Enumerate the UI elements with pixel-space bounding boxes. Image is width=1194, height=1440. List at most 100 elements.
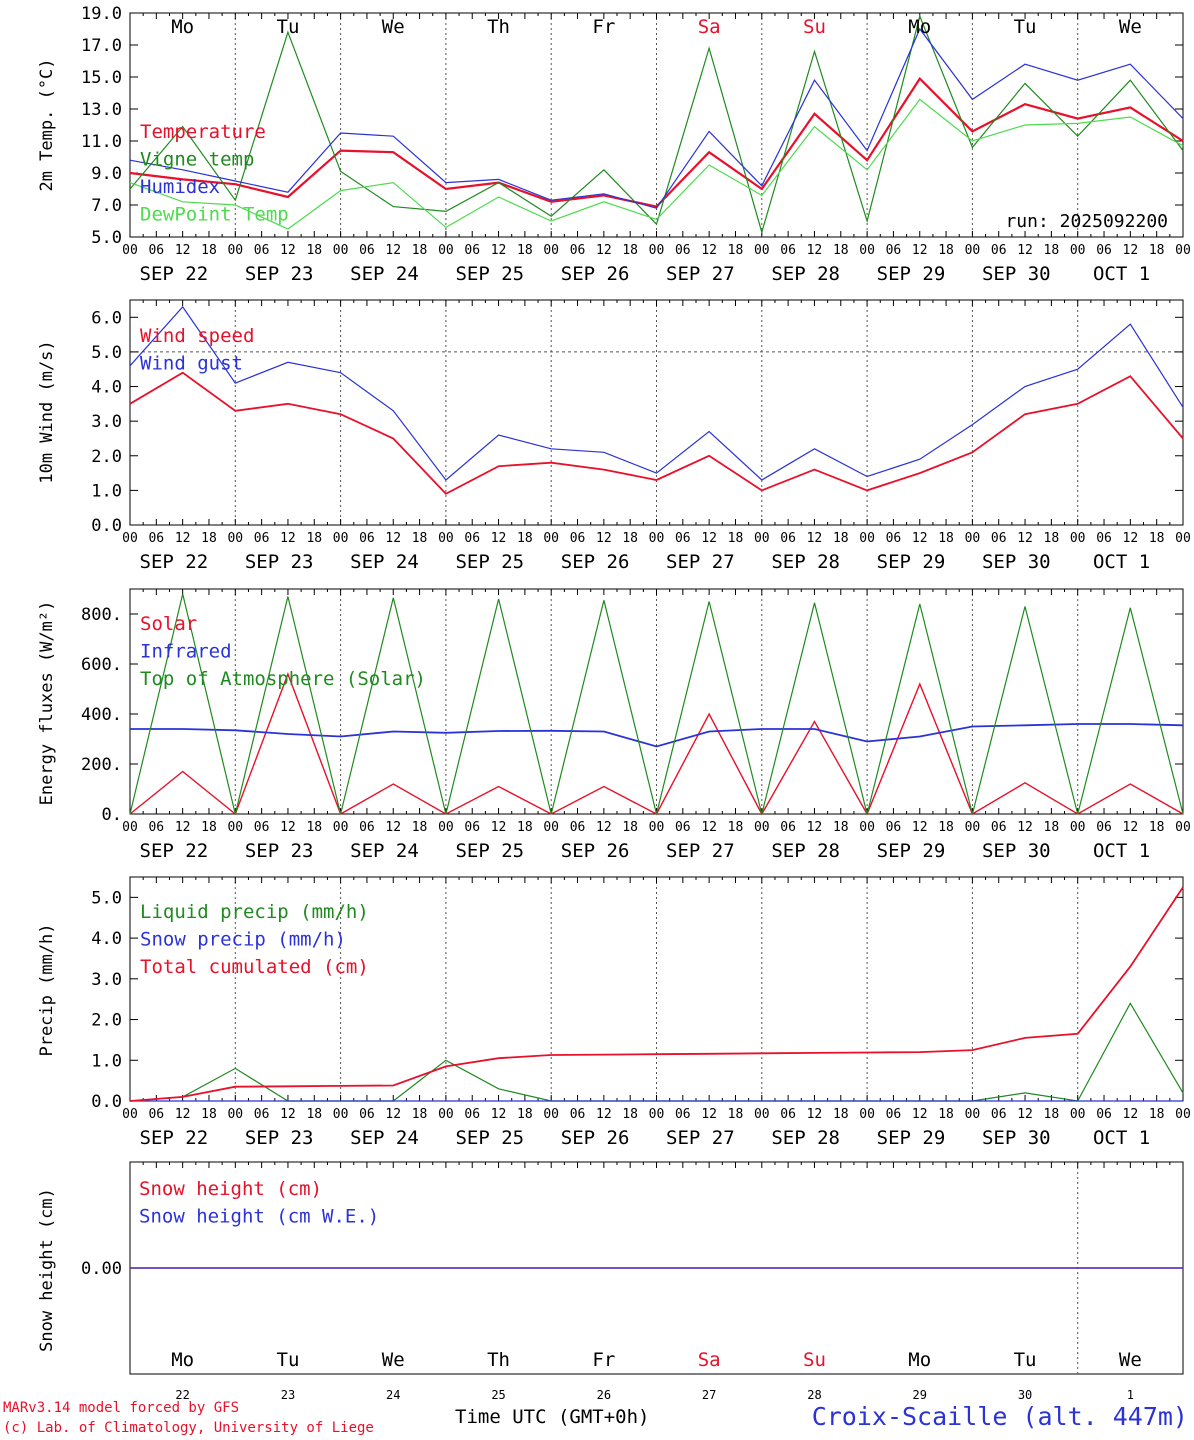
x-hour-label: 06 — [359, 1107, 375, 1122]
series-line-humidex — [129, 27, 1184, 209]
x-hour-label: 06 — [780, 243, 796, 258]
x-hour-label: 12 — [596, 531, 612, 546]
x-hour-label: 12 — [912, 531, 928, 546]
x-hour-label: 00 — [438, 531, 454, 546]
x-date-label: OCT 1 — [1093, 840, 1150, 862]
x-hour-label: 06 — [254, 820, 270, 835]
x-hour-label: 00 — [122, 531, 138, 546]
y-tick-label: 4.0 — [91, 929, 122, 949]
x-hour-label: 18 — [728, 820, 744, 835]
day-number-label: 28 — [807, 1388, 821, 1402]
x-hour-label: 00 — [438, 820, 454, 835]
legend-entry: Infrared — [140, 641, 232, 663]
legend-entry: Liquid precip (mm/h) — [140, 901, 369, 923]
x-hour-label: 12 — [807, 243, 823, 258]
y-tick-label: 2.0 — [91, 447, 122, 467]
day-number-label: 1 — [1127, 1388, 1134, 1402]
x-hour-label: 06 — [1096, 243, 1112, 258]
x-hour-label: 18 — [938, 1107, 954, 1122]
x-date-label: SEP 27 — [666, 551, 735, 573]
x-hour-label: 18 — [728, 531, 744, 546]
x-hour-label: 00 — [754, 531, 770, 546]
series-line-dewpoint-temp — [129, 98, 1184, 230]
legend-entry: Humidex — [140, 176, 220, 198]
y-tick-label: 17.0 — [81, 36, 122, 56]
x-hour-label: 06 — [148, 243, 164, 258]
x-date-label: SEP 28 — [771, 551, 840, 573]
y-tick-label: 2.0 — [91, 1011, 122, 1031]
legend-entry: Top of Atmosphere (Solar) — [140, 668, 426, 690]
x-hour-label: 18 — [517, 1107, 533, 1122]
y-tick-label: 9.0 — [91, 164, 122, 184]
x-hour-label: 06 — [991, 1107, 1007, 1122]
x-hour-label: 06 — [991, 531, 1007, 546]
x-hour-label: 12 — [175, 531, 191, 546]
legend-entry: Vigne temp — [140, 149, 254, 171]
x-date-label: SEP 27 — [666, 263, 735, 285]
y-tick-label: 13.0 — [81, 100, 122, 120]
day-of-week-label: Mo — [908, 1349, 931, 1371]
x-hour-label: 00 — [543, 243, 559, 258]
day-of-week-label: We — [1119, 1349, 1142, 1371]
x-hour-label: 18 — [622, 1107, 638, 1122]
x-hour-label: 12 — [807, 1107, 823, 1122]
x-hour-label: 18 — [728, 243, 744, 258]
series-line-wind-gust — [129, 305, 1184, 481]
legend-entry: DewPoint Temp — [140, 204, 289, 226]
x-date-label: SEP 22 — [140, 1127, 209, 1149]
lab-credit: (c) Lab. of Climatology, University of L… — [3, 1420, 374, 1436]
x-date-label: SEP 24 — [350, 1127, 419, 1149]
legend-entry: Temperature — [140, 121, 266, 143]
x-date-label: SEP 26 — [561, 551, 630, 573]
x-hour-label: 06 — [359, 243, 375, 258]
x-date-label: OCT 1 — [1093, 551, 1150, 573]
x-hour-label: 06 — [1096, 820, 1112, 835]
x-date-label: SEP 29 — [877, 1127, 946, 1149]
x-date-label: OCT 1 — [1093, 263, 1150, 285]
x-date-label: SEP 22 — [140, 840, 209, 862]
x-hour-label: 18 — [412, 1107, 428, 1122]
x-hour-label: 12 — [1017, 820, 1033, 835]
day-of-week-label: Th — [487, 1349, 510, 1371]
series-line-wind-speed — [129, 371, 1184, 495]
panel-1: 5.0 7.0 9.0 11.0 13.0 15.0 17.0 19.0 2m Temp. (°… — [37, 4, 1191, 285]
x-hour-label: 00 — [333, 243, 349, 258]
series-line-total-cumulated-cm- — [129, 886, 1184, 1102]
x-date-label: SEP 23 — [245, 1127, 314, 1149]
x-hour-label: 00 — [965, 243, 981, 258]
x-date-label: SEP 23 — [245, 263, 314, 285]
x-hour-label: 12 — [701, 243, 717, 258]
y-tick-label: 3.0 — [91, 412, 122, 432]
legend-entry: Solar — [140, 613, 197, 635]
x-date-label: SEP 23 — [245, 551, 314, 573]
x-hour-label: 18 — [938, 243, 954, 258]
x-hour-label: 00 — [1175, 531, 1191, 546]
day-number-label: 26 — [597, 1388, 611, 1402]
x-hour-label: 06 — [254, 531, 270, 546]
x-hour-label: 06 — [148, 820, 164, 835]
x-hour-label: 00 — [754, 1107, 770, 1122]
x-hour-label: 18 — [1044, 243, 1060, 258]
x-hour-label: 06 — [148, 531, 164, 546]
legend-entry: Snow height (cm) — [139, 1178, 322, 1200]
model-credit: MARv3.14 model forced by GFS — [3, 1400, 240, 1416]
day-of-week-label: We — [382, 1349, 405, 1371]
x-hour-label: 06 — [1096, 531, 1112, 546]
x-hour-label: 18 — [412, 531, 428, 546]
x-date-label: SEP 23 — [245, 840, 314, 862]
x-date-label: SEP 26 — [561, 1127, 630, 1149]
x-date-label: SEP 29 — [877, 551, 946, 573]
x-hour-label: 06 — [254, 243, 270, 258]
x-hour-label: 18 — [728, 1107, 744, 1122]
x-hour-label: 18 — [306, 531, 322, 546]
y-tick-label: 19.0 — [81, 4, 122, 24]
x-hour-label: 06 — [570, 820, 586, 835]
day-of-week-label: Mo — [908, 16, 931, 38]
x-hour-label: 12 — [596, 820, 612, 835]
x-hour-label: 12 — [596, 243, 612, 258]
day-number-label: 30 — [1018, 1388, 1032, 1402]
x-hour-label: 00 — [859, 243, 875, 258]
y-tick-label: 11.0 — [81, 132, 122, 152]
x-hour-label: 06 — [359, 531, 375, 546]
x-hour-label: 00 — [227, 243, 243, 258]
